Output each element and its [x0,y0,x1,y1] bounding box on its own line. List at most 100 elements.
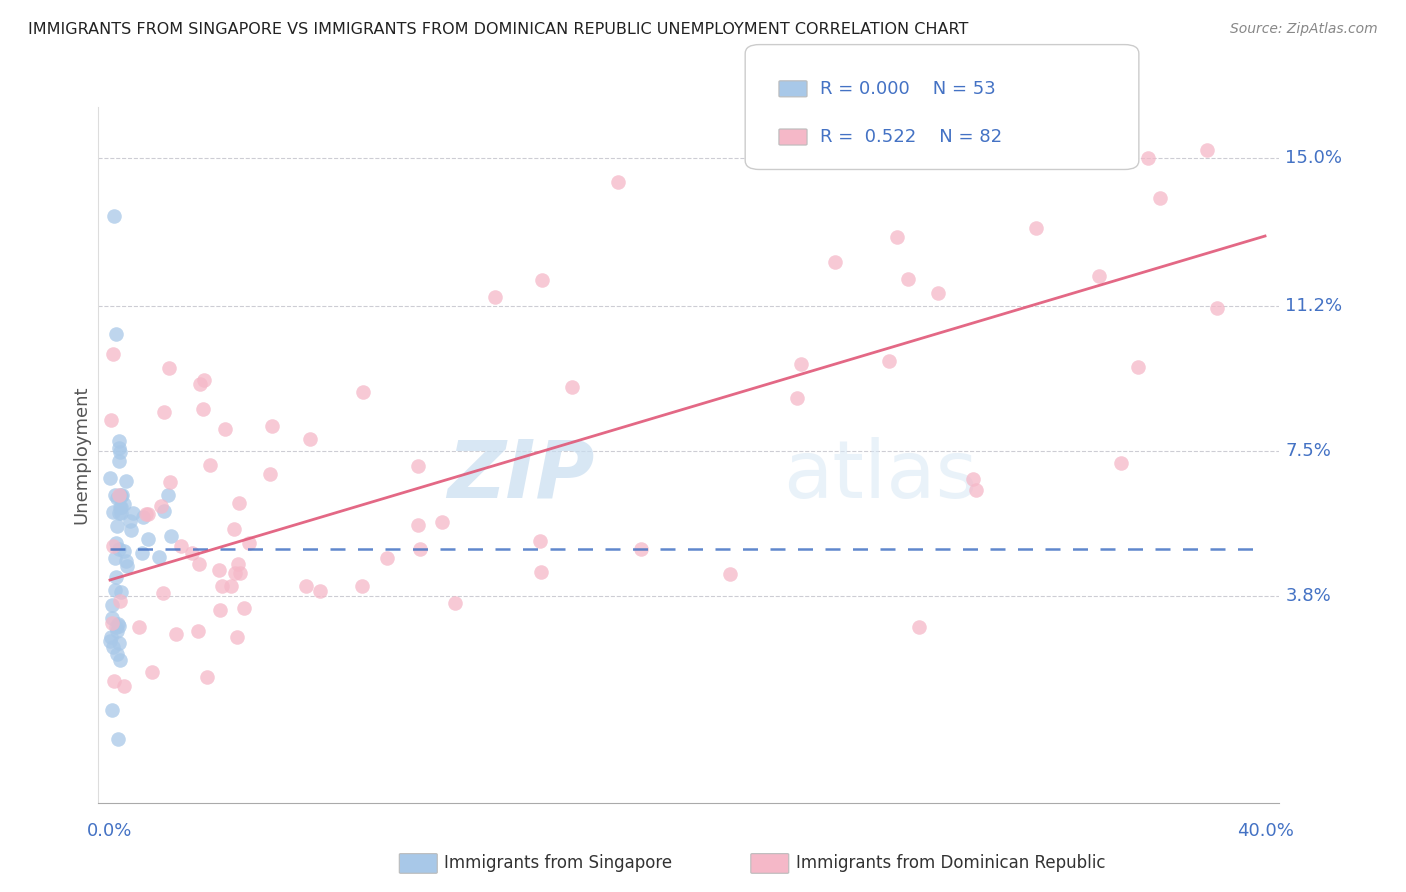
Point [104,488,127,502]
Point [180,546,202,560]
Point [100,703,122,717]
Point [104,570,127,584]
Point [965,483,987,497]
Point [108,636,131,650]
Point [152,586,174,600]
Point [110,653,132,667]
Point [98,471,121,485]
Point [100,631,122,645]
Point [108,487,131,501]
Point [150,499,173,513]
Point [101,611,124,625]
Point [112,679,135,693]
Point [824,255,846,269]
Point [107,617,129,632]
Point [406,458,429,473]
Point [1126,360,1149,375]
Point [228,496,250,510]
Point [114,474,136,488]
Point [115,554,138,568]
Point [352,579,374,593]
Point [98,634,121,648]
Point [105,620,128,634]
Text: 15.0%: 15.0% [1285,149,1343,167]
Point [187,624,209,638]
Point [561,379,583,393]
Point [165,626,187,640]
Point [219,578,242,592]
Point [229,566,252,581]
Point [187,557,209,571]
Point [110,488,132,502]
Point [105,647,128,661]
Point [128,619,150,633]
Y-axis label: Unemployment: Unemployment [72,385,90,524]
Point [1109,456,1132,470]
Point [607,175,630,189]
Point [120,514,142,528]
Point [927,285,949,300]
Point [153,504,176,518]
Point [153,405,176,419]
Point [897,272,920,286]
Point [208,603,231,617]
Point [352,384,374,399]
Point [132,510,155,524]
Point [193,402,215,417]
Point [190,377,212,392]
Point [195,669,218,683]
Point [105,519,128,533]
Point [260,418,283,433]
Point [214,422,236,436]
Point [107,434,129,448]
Point [224,566,246,580]
Point [105,491,128,505]
Point [786,391,808,405]
Point [298,432,321,446]
Text: 11.2%: 11.2% [1285,297,1343,316]
Point [104,551,127,566]
Point [790,358,813,372]
Point [484,290,506,304]
Point [136,532,159,546]
Point [630,542,652,557]
Point [1087,268,1109,283]
Point [259,467,281,481]
Text: 7.5%: 7.5% [1285,442,1331,460]
Point [232,600,254,615]
Point [222,522,245,536]
Text: IMMIGRANTS FROM SINGAPORE VS IMMIGRANTS FROM DOMINICAN REPUBLIC UNEMPLOYMENT COR: IMMIGRANTS FROM SINGAPORE VS IMMIGRANTS … [28,22,969,37]
Point [104,582,127,597]
Point [108,594,131,608]
Text: Source: ZipAtlas.com: Source: ZipAtlas.com [1230,22,1378,37]
Point [112,544,135,558]
Point [103,505,125,519]
Point [100,413,122,427]
Point [110,584,132,599]
Point [108,619,131,633]
Point [108,445,131,459]
Point [107,732,129,747]
Point [101,347,124,361]
Point [530,566,553,580]
Point [110,500,132,515]
Point [120,523,142,537]
Point [107,506,129,520]
Point [104,326,127,341]
Point [226,630,249,644]
Point [1149,191,1171,205]
Point [121,507,143,521]
Point [375,550,398,565]
Point [135,507,157,521]
Point [103,674,125,689]
Point [103,539,125,553]
Point [211,579,233,593]
Point [110,506,132,520]
Point [193,373,215,387]
Text: atlas: atlas [783,437,977,515]
Point [529,533,551,548]
Point [430,515,453,529]
Text: R = 0.000    N = 53: R = 0.000 N = 53 [820,80,995,98]
Point [169,540,191,554]
Point [159,475,181,490]
